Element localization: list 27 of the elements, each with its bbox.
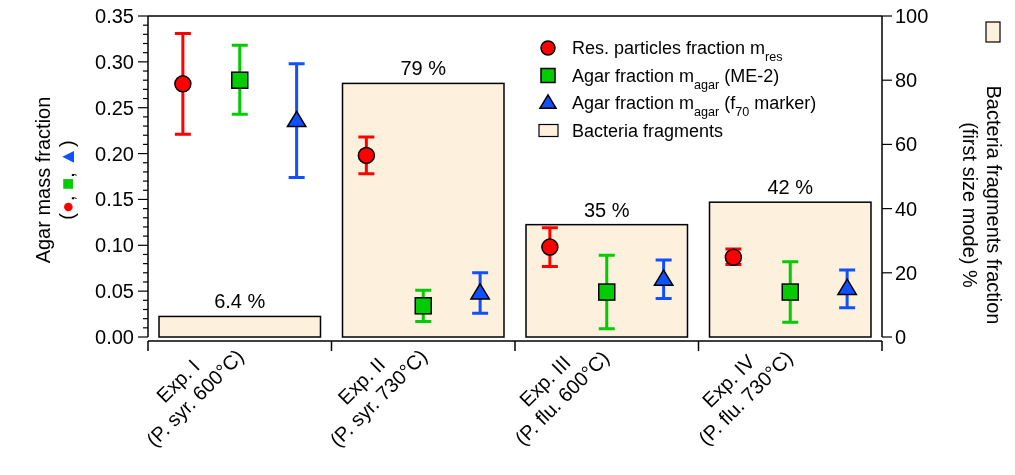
- y2-tick-label: 80: [895, 69, 918, 92]
- data-label: 6.4 %: [214, 290, 266, 313]
- legend-label: Agar fraction m$_{agar}$ (ME-2): [572, 65, 780, 92]
- bar: [341, 82, 505, 338]
- y-tick-label: 0.10: [95, 234, 134, 257]
- y-tick-label: 0.35: [95, 5, 134, 27]
- y2-tick-label: 20: [895, 261, 918, 284]
- y2-axis-title: Bacteria fragments fraction (first size mode) %: [959, 85, 1005, 325]
- y-tick-label: 0.15: [95, 188, 134, 211]
- bar: [158, 315, 322, 338]
- y2-tick-label: 60: [895, 133, 918, 156]
- y2-tick-label: 0: [895, 326, 907, 348]
- data-label: 42 %: [767, 176, 814, 199]
- y-tick-label: 0.20: [95, 142, 134, 165]
- y-tick-label: 0.05: [95, 280, 134, 303]
- data-label: 79 %: [400, 57, 447, 80]
- legend-label: Agar fraction m$_{agar}$ (f$_{70}$ marker): [572, 93, 817, 120]
- data-label: 35 %: [583, 198, 630, 221]
- y-tick-label: 0.25: [95, 96, 134, 119]
- y-tick-label: 0.00: [95, 326, 134, 348]
- legend-label: Bacteria fragments: [572, 120, 724, 141]
- y-tick-label: 0.30: [95, 50, 134, 73]
- y2-tick-label: 100: [895, 5, 929, 27]
- y2-tick-label: 40: [895, 197, 918, 220]
- bar: [525, 223, 689, 338]
- bar: [708, 201, 872, 338]
- legend-label: Res. particles fraction m$_{res}$: [572, 38, 783, 65]
